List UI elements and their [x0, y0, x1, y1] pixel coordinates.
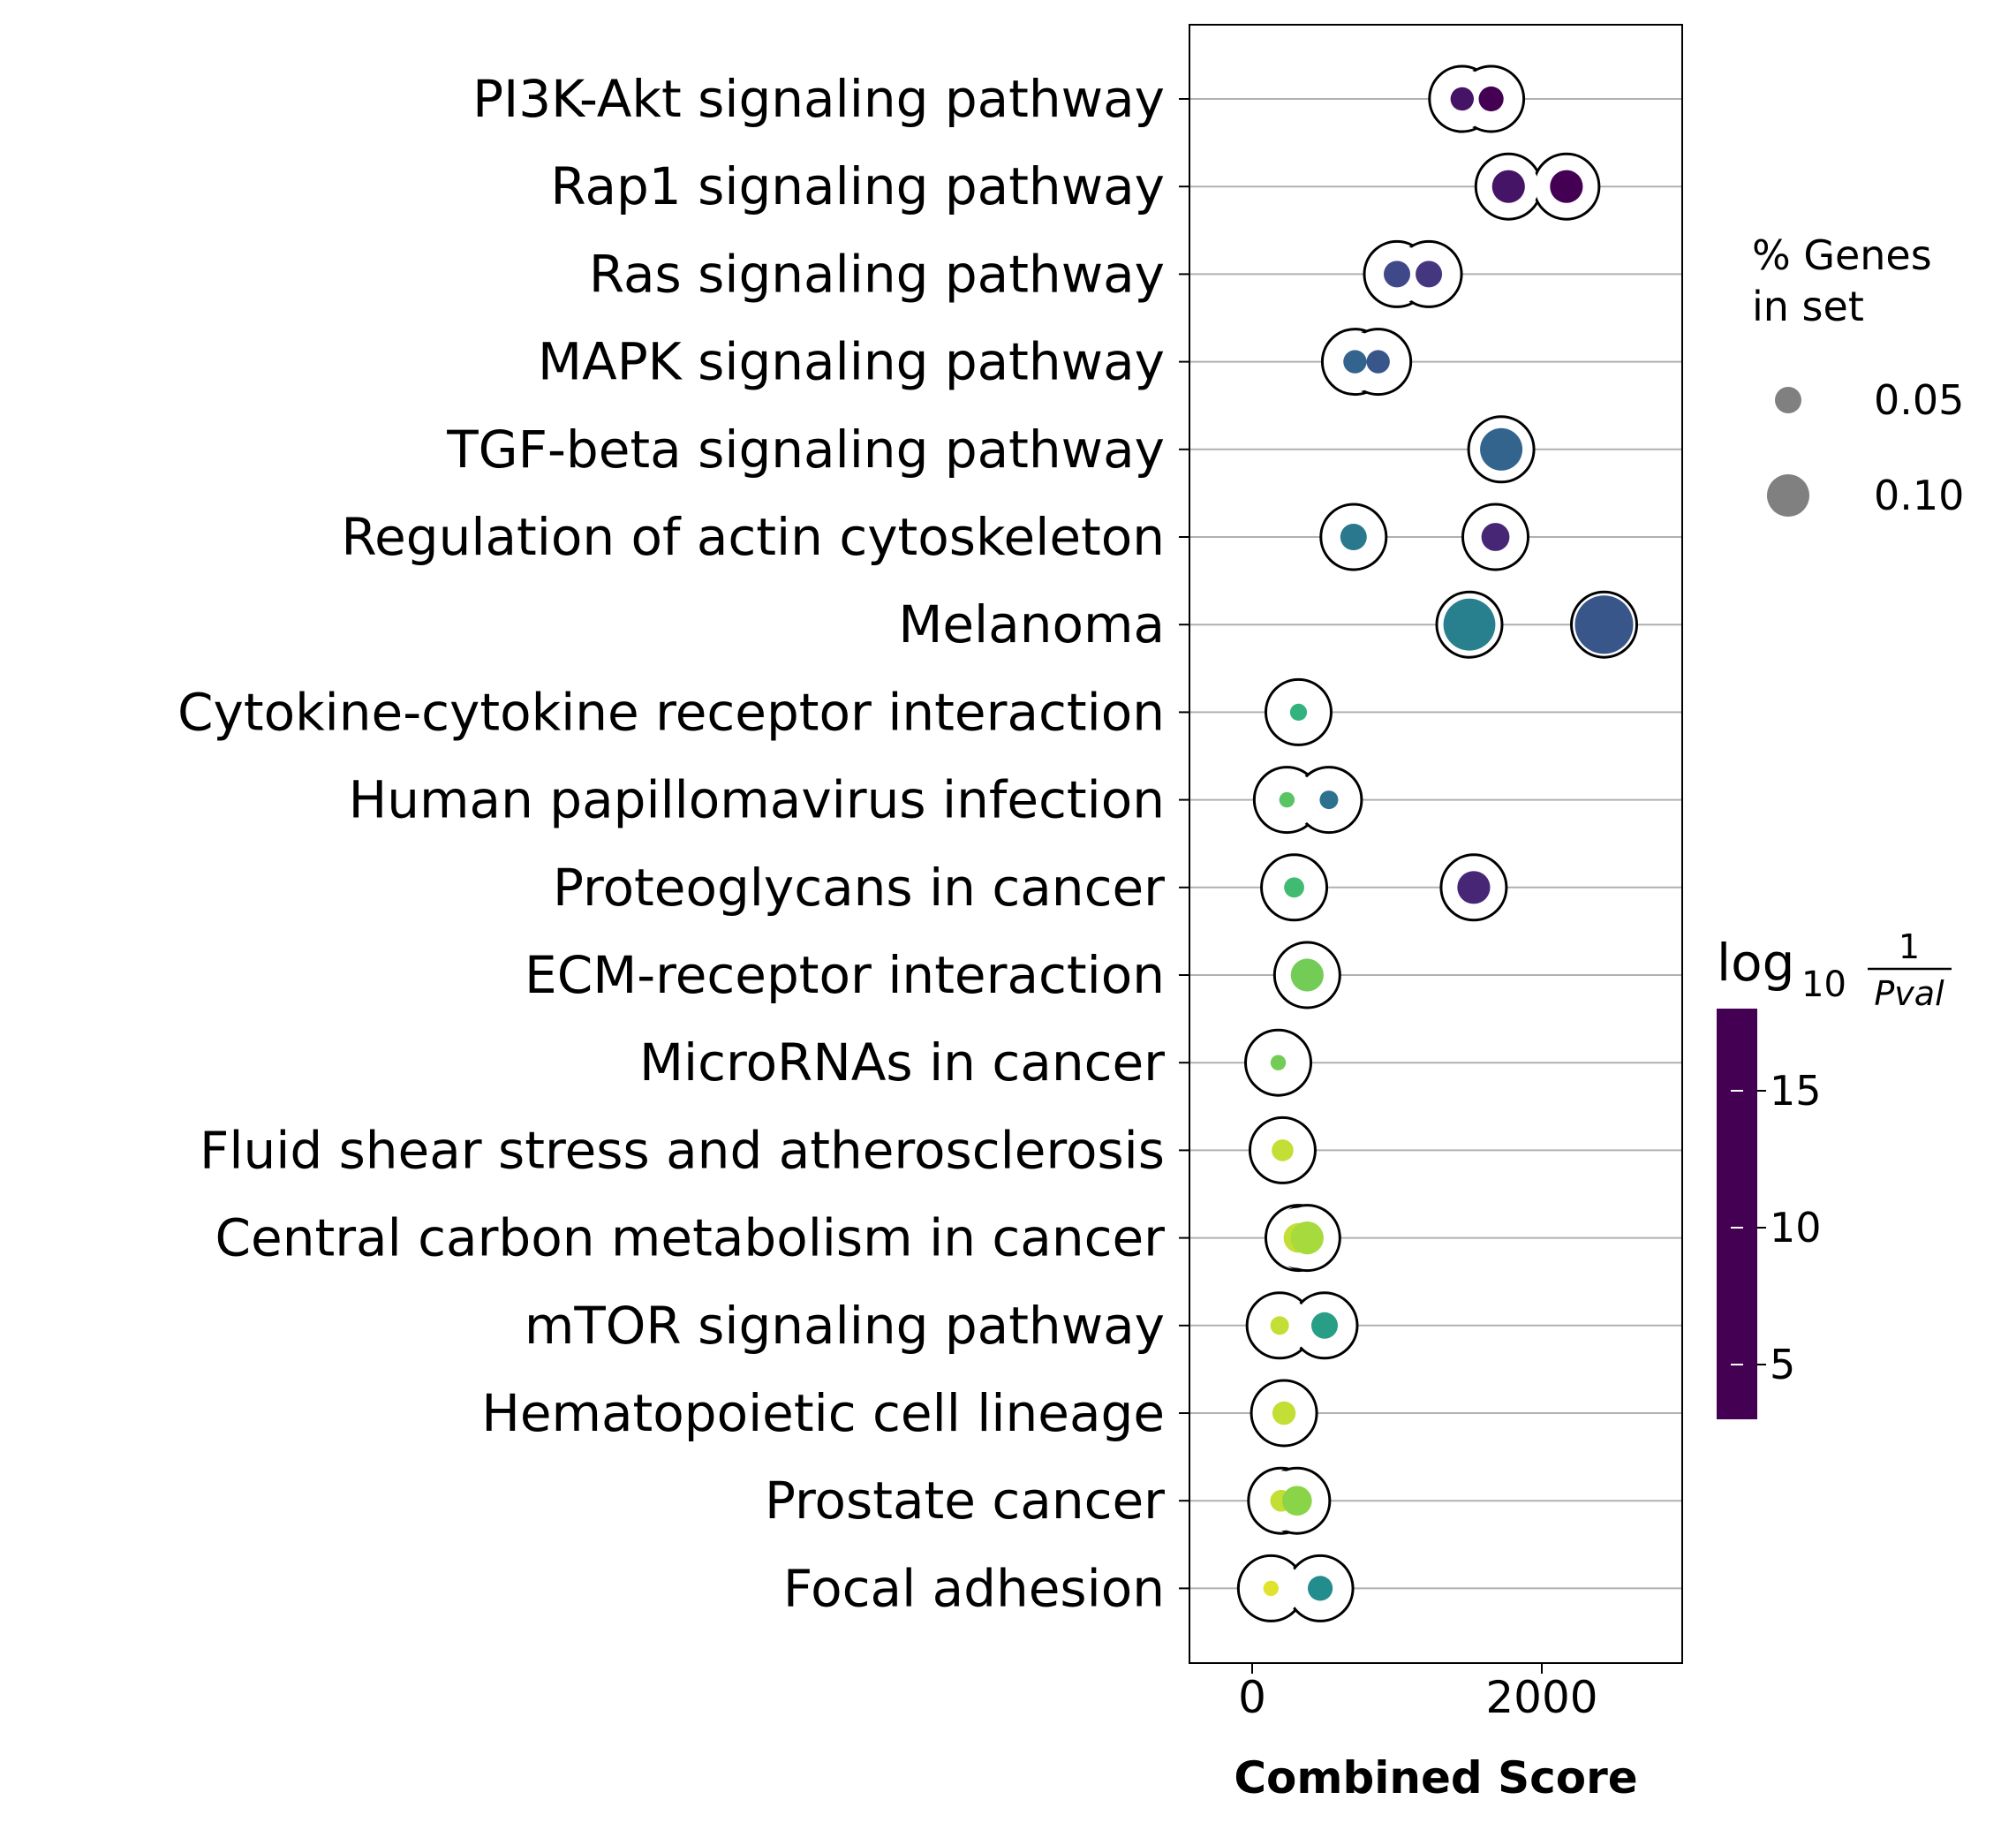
y-tick-label: Melanoma [898, 594, 1165, 654]
data-point [1282, 1486, 1312, 1516]
data-point [1311, 1312, 1338, 1339]
data-point [1574, 595, 1634, 654]
size-legend-label: 0.10 [1874, 472, 1964, 519]
colorbar-gradient [1717, 1009, 1757, 1419]
colorbar-tick-label: 5 [1770, 1341, 1795, 1388]
data-point [1416, 261, 1443, 288]
data-point [1340, 524, 1367, 550]
data-point [1550, 170, 1583, 203]
colorbar-title-base: 10 [1801, 964, 1846, 1005]
colorbar-tick-label: 10 [1770, 1204, 1822, 1252]
y-tick-label: Focal adhesion [783, 1558, 1165, 1618]
data-point [1307, 1576, 1333, 1601]
size-legend-label: 0.05 [1874, 376, 1964, 424]
data-point [1366, 350, 1390, 374]
data-point [1343, 350, 1367, 374]
size-legend-marker [1767, 474, 1809, 517]
y-tick-label: mTOR signaling pathway [525, 1296, 1165, 1356]
grid-lines [1189, 98, 1682, 1590]
y-tick-label: Cytokine-cytokine receptor interaction [177, 682, 1165, 742]
y-tick-label: Regulation of actin cytoskeleton [341, 507, 1165, 567]
colorbar-title-log: log [1717, 933, 1794, 993]
colorbar-tick-label: 15 [1770, 1067, 1822, 1115]
size-legend-title: in set [1752, 283, 1864, 330]
data-point [1491, 170, 1525, 203]
y-tick-label: PI3K-Akt signaling pathway [472, 69, 1165, 129]
data-point [1270, 1055, 1287, 1070]
data-point [1450, 87, 1475, 111]
y-tick-label: Central carbon metabolism in cancer [215, 1208, 1166, 1268]
data-point [1319, 790, 1339, 810]
x-tick-label: 2000 [1485, 1672, 1597, 1723]
size-legend-title: % Genes [1752, 231, 1932, 279]
data-point [1289, 703, 1308, 722]
size-legend-marker [1775, 387, 1801, 413]
y-tick-label: Fluid shear stress and atherosclerosis [200, 1120, 1165, 1180]
data-point [1272, 1139, 1294, 1161]
data-point [1263, 1580, 1280, 1597]
data-point [1443, 598, 1496, 651]
data-points [1236, 64, 1639, 1622]
y-tick-label: Hematopoietic cell lineage [481, 1383, 1165, 1443]
data-point [1270, 1316, 1289, 1335]
y-tick-label: ECM-receptor interaction [525, 945, 1165, 1005]
y-tick-label: MicroRNAs in cancer [639, 1032, 1165, 1093]
y-axis-tick-labels: PI3K-Akt signaling pathway Rap1 signaling… [177, 69, 1189, 1618]
y-tick-label: TGF-beta signaling pathway [446, 420, 1165, 480]
y-tick-label: Ras signaling pathway [589, 244, 1165, 304]
data-point [1284, 877, 1304, 898]
data-point [1478, 86, 1504, 112]
data-point [1457, 871, 1491, 904]
y-tick-label: Prostate cancer [765, 1471, 1165, 1531]
data-point [1290, 1221, 1324, 1255]
x-tick-label: 0 [1238, 1672, 1266, 1723]
y-tick-label: MAPK signaling pathway [538, 332, 1165, 392]
colorbar-title-denominator: Pval [1874, 974, 1944, 1013]
data-point [1279, 791, 1295, 808]
y-tick-label: Rap1 signaling pathway [550, 156, 1165, 216]
y-tick-label: Human papillomavirus infection [349, 770, 1165, 830]
data-point [1272, 1401, 1296, 1425]
x-axis-label: Combined Score [1234, 1752, 1637, 1804]
data-point [1384, 261, 1410, 288]
data-point [1481, 523, 1510, 551]
x-axis-ticks: 0 2000 [1238, 1663, 1598, 1723]
colorbar-title-numerator: 1 [1899, 927, 1920, 966]
y-tick-label: Proteoglycans in cancer [553, 858, 1165, 918]
plot-frame [1189, 24, 1683, 1664]
data-point [1290, 958, 1324, 992]
colorbar-title: log 10 1 Pval [1717, 927, 1952, 1013]
data-point [1480, 427, 1523, 471]
